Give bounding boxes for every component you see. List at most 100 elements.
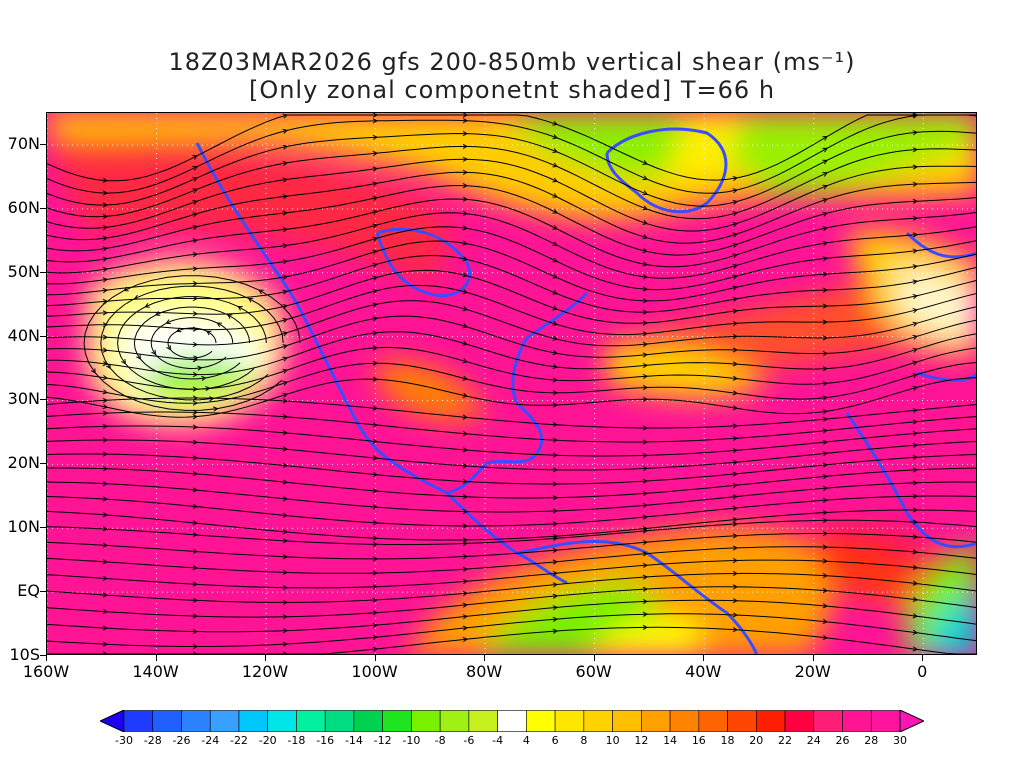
streamline-arrow [912,147,919,153]
streamline-arrow [192,581,199,587]
streamline-arrow [552,570,559,577]
streamline-arrow [90,368,96,374]
streamline-arrow [201,375,207,381]
streamline-arrow [732,375,739,381]
streamline [47,362,976,404]
longitude-label: 80W [466,662,503,681]
streamline-arrow [192,176,198,182]
streamline-arrow [282,614,289,620]
streamline-arrow [552,628,559,634]
streamline-arrow [732,361,739,367]
colorbar-swatch [209,710,240,732]
streamline-arrow [372,223,379,229]
streamline-arrow [102,235,109,241]
latitude-label: 50N [7,261,40,281]
longitude-tick [46,655,47,661]
streamline-arrow [912,613,919,619]
streamline-arrow [732,627,739,633]
streamline [47,114,976,182]
streamline-arrow [282,398,289,404]
streamline-arrow [282,160,289,167]
streamline [47,572,976,603]
streamline-arrow [462,463,469,469]
streamline-arrow [642,502,649,509]
streamline [47,184,976,256]
streamline-arrow [205,385,211,392]
streamline-arrow [642,331,649,337]
colorbar-swatch [439,710,470,732]
longitude-label: 140W [132,662,179,681]
streamline [47,198,976,268]
streamline-arrow [642,528,649,534]
streamline-arrow [912,232,919,238]
streamline-arrow [822,544,829,550]
streamline-arrow [552,521,559,527]
streamline-arrow [822,197,828,203]
streamline-arrow [912,248,919,254]
streamline-arrow [282,128,289,134]
colorbar-label: 12 [634,734,649,747]
streamline-arrow [552,495,559,501]
streamline-arrow [372,535,379,541]
streamline-arrow [642,514,649,520]
streamline-arrow [192,548,199,554]
streamline-arrow [642,452,649,459]
streamline-arrow [642,190,648,196]
streamline-arrow [822,171,828,177]
streamline-arrow [552,508,559,514]
streamline-arrow [192,251,199,258]
streamline-arrow [372,471,379,477]
streamline-arrow [642,478,649,484]
streamline-arrow [102,451,109,457]
streamline-arrow [822,558,829,564]
streamline-arrow [822,335,829,341]
colorbar-swatch [813,710,843,732]
streamline-arrow [462,614,469,620]
streamline-arrow [912,198,919,204]
streamline-arrow [102,225,109,231]
streamline-arrow [462,523,469,529]
streamline-arrow [912,442,919,448]
streamline-arrow [102,651,109,654]
streamline-arrow [732,545,739,551]
streamline-arrow [822,428,829,434]
streamline-arrow [282,303,289,310]
streamline-arrow [462,240,469,246]
colorbar-label: -18 [287,734,306,747]
streamline-arrow [642,586,649,592]
longitude-label: 100W [351,662,398,681]
latitude-tick [40,143,46,145]
streamline-arrow [912,580,919,586]
streamline-arrow [209,396,215,402]
streamline-arrow [282,651,289,654]
streamline-arrow [372,181,379,187]
streamline-arrow [102,310,109,316]
streamline-arrow [642,352,649,358]
streamline-arrow [102,526,109,532]
streamline-arrow [732,612,739,618]
streamline-arrow [192,266,199,272]
streamline-arrow [732,211,739,217]
streamline-arrow [462,625,469,631]
streamline-arrow [552,363,559,370]
streamline-arrow [822,211,829,217]
streamline [47,145,976,220]
latitude-label: 60N [7,197,40,217]
latitude-tick [40,655,46,656]
streamline-arrow [912,596,919,602]
streamline-arrow [462,508,469,515]
streamline-arrow [282,331,289,337]
colorbar-label: -4 [492,734,504,747]
streamline [47,255,976,313]
streamline-arrow [282,356,288,362]
streamline-arrow [552,134,558,140]
streamline-arrow [102,334,109,340]
streamline-arrow [912,308,919,314]
streamline-arrow [642,598,649,605]
streamline-arrow [102,266,109,273]
streamline-arrow [732,188,739,194]
streamline-arrow [282,368,288,374]
streamline-arrow [912,519,919,525]
streamline-arrow [206,330,212,336]
streamline-arrow [106,363,111,370]
